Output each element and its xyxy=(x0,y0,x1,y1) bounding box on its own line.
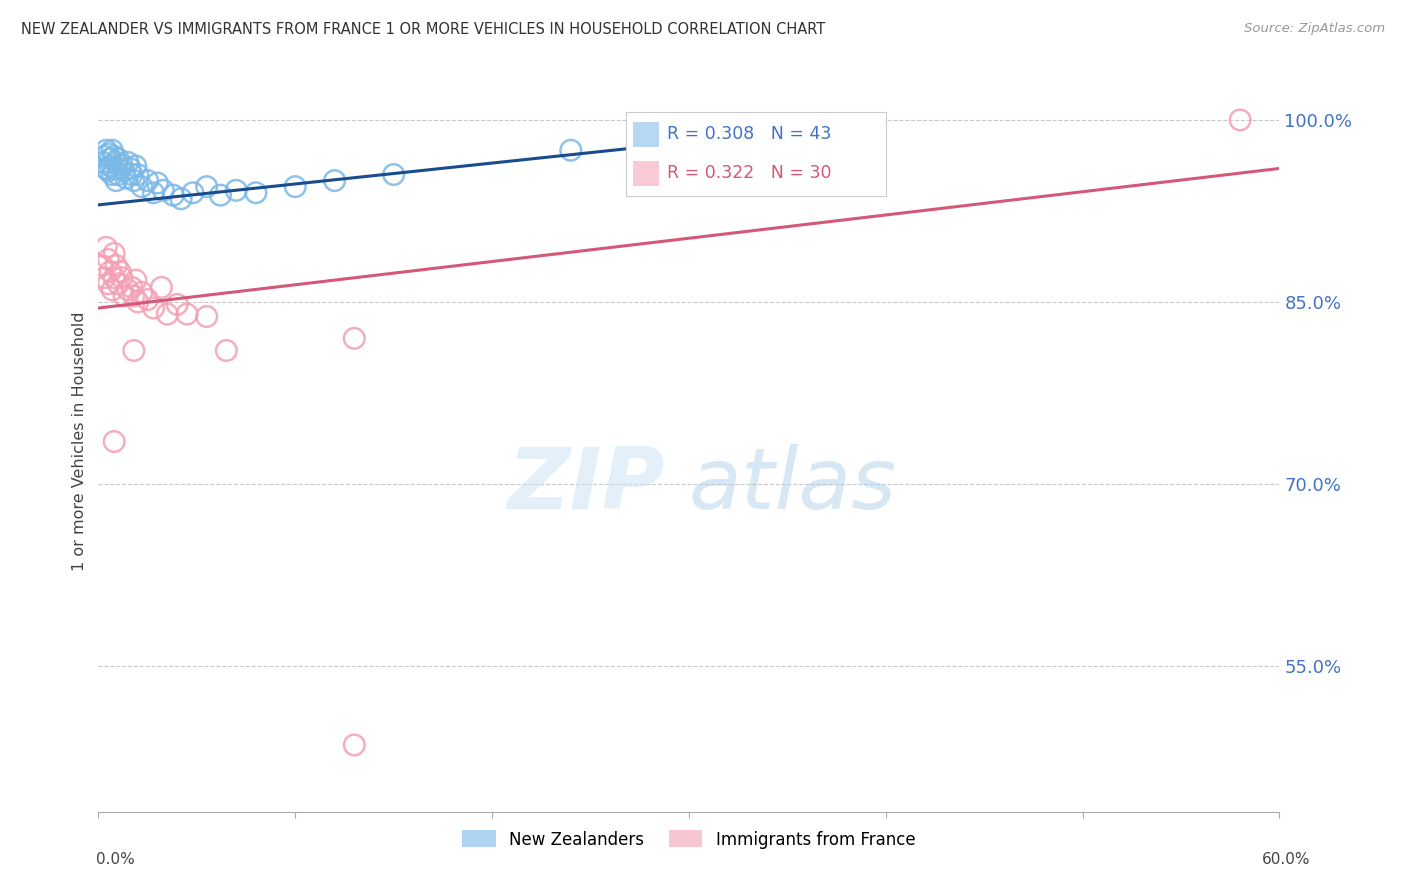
Point xyxy=(111,270,134,285)
Point xyxy=(105,173,128,187)
Y-axis label: 1 or more Vehicles in Household: 1 or more Vehicles in Household xyxy=(72,312,87,571)
Point xyxy=(101,283,124,297)
Point xyxy=(117,155,139,169)
Point xyxy=(98,152,121,166)
Point xyxy=(93,149,115,163)
Text: 60.0%: 60.0% xyxy=(1263,852,1310,867)
Point xyxy=(97,277,120,291)
Text: ZIP: ZIP xyxy=(508,444,665,527)
Point xyxy=(125,159,148,173)
Point xyxy=(181,186,204,200)
Point xyxy=(105,155,128,169)
Text: R = 0.308   N = 43: R = 0.308 N = 43 xyxy=(668,126,832,144)
Point xyxy=(93,270,115,285)
Point xyxy=(97,164,120,178)
Point xyxy=(103,270,125,285)
Point xyxy=(131,179,153,194)
Point xyxy=(103,161,125,176)
Point xyxy=(98,265,121,279)
Point xyxy=(108,265,131,279)
Point xyxy=(97,252,120,267)
Point xyxy=(176,307,198,321)
Point xyxy=(343,331,366,345)
Point xyxy=(97,147,120,161)
Point xyxy=(150,280,173,294)
Point xyxy=(111,158,134,172)
Point xyxy=(382,168,405,182)
Point xyxy=(118,161,141,176)
Point xyxy=(103,149,125,163)
Point xyxy=(112,289,135,303)
Point xyxy=(142,301,165,315)
Point xyxy=(284,179,307,194)
Point xyxy=(323,173,346,187)
Point xyxy=(170,192,193,206)
Point xyxy=(101,168,124,182)
Point xyxy=(101,143,124,157)
Point xyxy=(107,168,129,182)
Text: NEW ZEALANDER VS IMMIGRANTS FROM FRANCE 1 OR MORE VEHICLES IN HOUSEHOLD CORRELAT: NEW ZEALANDER VS IMMIGRANTS FROM FRANCE … xyxy=(21,22,825,37)
Point xyxy=(166,297,188,311)
Point xyxy=(209,188,232,202)
Point xyxy=(127,168,149,182)
Point xyxy=(560,143,582,157)
Text: R = 0.322   N = 30: R = 0.322 N = 30 xyxy=(668,164,832,182)
Text: Source: ZipAtlas.com: Source: ZipAtlas.com xyxy=(1244,22,1385,36)
Point xyxy=(121,280,143,294)
Point xyxy=(105,259,128,273)
Point xyxy=(796,125,818,139)
Point xyxy=(215,343,238,358)
Point xyxy=(162,188,184,202)
Point xyxy=(122,173,145,187)
Point xyxy=(107,152,129,166)
Point xyxy=(122,343,145,358)
Point xyxy=(96,161,118,176)
Point xyxy=(136,293,159,307)
Point xyxy=(108,161,131,176)
Point xyxy=(103,434,125,449)
Legend: New Zealanders, Immigrants from France: New Zealanders, Immigrants from France xyxy=(456,823,922,855)
Point xyxy=(1229,112,1251,127)
Point xyxy=(112,164,135,178)
Text: atlas: atlas xyxy=(689,444,897,527)
Text: 0.0%: 0.0% xyxy=(96,852,135,867)
Bar xyxy=(634,121,659,147)
Point xyxy=(91,155,114,169)
Point xyxy=(91,259,114,273)
Point xyxy=(121,168,143,182)
Point xyxy=(131,285,153,300)
Point xyxy=(195,179,218,194)
Point xyxy=(343,738,366,752)
Point xyxy=(103,246,125,260)
Bar xyxy=(634,161,659,186)
Point xyxy=(195,310,218,324)
Point xyxy=(225,183,247,197)
Point xyxy=(96,143,118,157)
Point xyxy=(115,171,138,186)
Point xyxy=(96,240,118,254)
Point xyxy=(117,283,139,297)
Point xyxy=(142,186,165,200)
Point xyxy=(107,277,129,291)
Point xyxy=(98,159,121,173)
Point xyxy=(156,307,179,321)
Point xyxy=(136,173,159,187)
Point xyxy=(245,186,267,200)
Point xyxy=(127,295,149,310)
Point xyxy=(122,289,145,303)
Point xyxy=(125,273,148,287)
Point xyxy=(152,183,174,197)
Point xyxy=(146,176,169,190)
